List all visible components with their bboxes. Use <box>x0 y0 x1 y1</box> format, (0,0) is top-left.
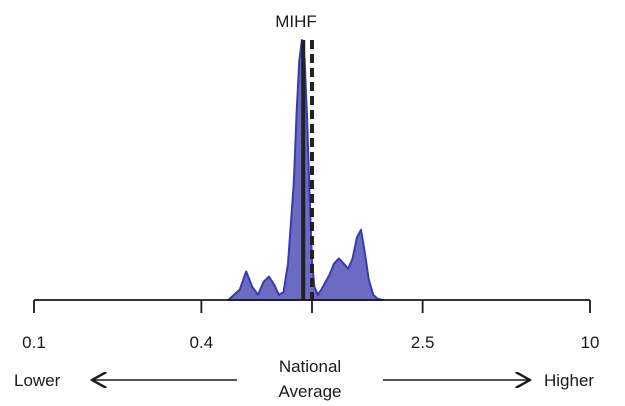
average-label: Average <box>278 382 341 401</box>
lower-label: Lower <box>14 371 61 390</box>
higher-label: Higher <box>544 371 594 390</box>
x-tick-label: 0.4 <box>190 333 214 352</box>
x-tick-label: 10 <box>581 333 600 352</box>
density-layer <box>227 39 384 301</box>
x-tick-label: 2.5 <box>411 333 435 352</box>
national-label: National <box>279 357 341 376</box>
density-area <box>227 39 384 301</box>
x-tick-label: 0.1 <box>22 333 46 352</box>
x-axis-ticks: 0.1 0.4 2.5 10 <box>22 300 599 352</box>
chart-title: MIHF <box>275 12 317 31</box>
